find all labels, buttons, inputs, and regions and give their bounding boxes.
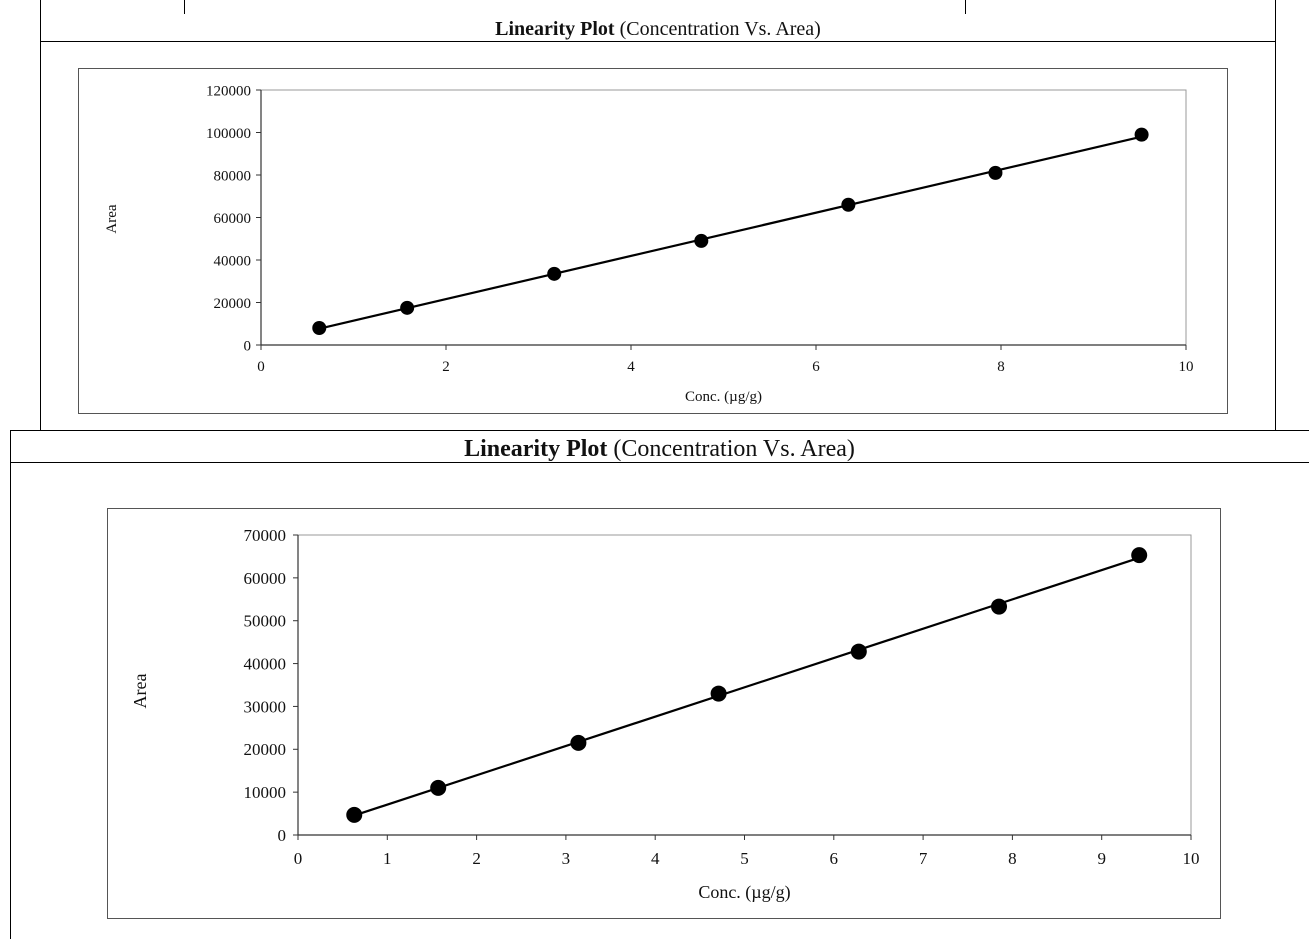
data-point: [841, 197, 856, 212]
chart-1-title-bold: Linearity Plot: [495, 18, 615, 40]
x-tick-label: 2: [472, 849, 481, 868]
data-point: [710, 685, 727, 702]
x-tick-label: 4: [651, 849, 660, 868]
chart-1-title-rest: (Concentration Vs. Area): [614, 18, 821, 40]
data-point: [850, 643, 867, 660]
linearity-panel-1: Linearity Plot (Concentration Vs. Area) …: [0, 0, 1309, 430]
data-point: [570, 734, 587, 751]
table-column-divider: [184, 0, 185, 14]
y-axis-label: Area: [104, 204, 120, 233]
chart-1-title: Linearity Plot (Concentration Vs. Area): [40, 17, 1276, 41]
title-underline: [10, 462, 1309, 463]
x-tick-label: 2: [442, 359, 450, 375]
trendline: [319, 135, 1142, 330]
y-tick-label: 80000: [214, 168, 252, 184]
y-tick-label: 100000: [206, 126, 251, 142]
x-tick-label: 1: [383, 849, 392, 868]
x-tick-label: 10: [1179, 359, 1194, 375]
x-tick-label: 6: [812, 359, 820, 375]
trendline: [353, 556, 1140, 817]
y-tick-label: 0: [278, 826, 287, 845]
data-point: [991, 598, 1008, 615]
data-point: [988, 165, 1003, 180]
y-tick-label: 20000: [214, 296, 252, 312]
chart-2-title: Linearity Plot (Concentration Vs. Area): [10, 435, 1309, 463]
data-point: [346, 806, 363, 823]
y-tick-label: 20000: [244, 740, 287, 759]
data-point: [312, 321, 327, 335]
y-axis-label: Area: [130, 674, 150, 709]
y-tick-label: 50000: [244, 612, 287, 631]
x-tick-label: 0: [257, 359, 265, 375]
x-tick-label: 6: [830, 849, 839, 868]
table-border-top: [10, 430, 1309, 431]
table-border-left: [10, 430, 11, 939]
chart-1-frame: 0 20000 40000 60000 80000 100000 120000 0 2 4 6 8 10…: [78, 68, 1228, 414]
y-tick-label: 60000: [244, 569, 287, 588]
x-tick-label: 9: [1097, 849, 1106, 868]
x-tick-label: 7: [919, 849, 928, 868]
table-border-left: [40, 0, 41, 430]
data-point: [400, 300, 415, 315]
data-point: [694, 233, 709, 248]
x-tick-label: 8: [1008, 849, 1017, 868]
data-point: [547, 266, 562, 281]
x-tick-label: 4: [627, 359, 635, 375]
y-tick-label: 10000: [244, 783, 287, 802]
data-point: [430, 779, 447, 796]
table-column-divider: [965, 0, 966, 14]
y-tick-label: 120000: [206, 83, 251, 99]
data-point: [1134, 127, 1149, 142]
x-tick-label: 5: [740, 849, 749, 868]
y-tick-label: 60000: [214, 211, 252, 227]
x-tick-label: 10: [1183, 849, 1200, 868]
y-tick-label: 40000: [214, 253, 252, 269]
title-underline: [40, 41, 1276, 42]
chart-1-plot: 0 20000 40000 60000 80000 100000 120000 0 2 4 6 8 10…: [104, 83, 1194, 405]
chart-2-title-bold: Linearity Plot: [464, 436, 608, 462]
x-axis-label: Conc. (µg/g): [698, 882, 790, 903]
table-border-right: [1275, 0, 1276, 430]
y-tick-label: 0: [244, 338, 252, 354]
chart-2-frame: 0 10000 20000 30000 40000 50000 60000 70000 0 1 2 3…: [107, 508, 1221, 919]
x-tick-label: 3: [562, 849, 571, 868]
y-tick-label: 40000: [244, 655, 287, 674]
x-tick-label: 8: [997, 359, 1005, 375]
chart-2-title-rest: (Concentration Vs. Area): [607, 436, 855, 462]
data-point: [1131, 547, 1148, 564]
x-axis-label: Conc. (µg/g): [685, 389, 762, 405]
linearity-panel-2: Linearity Plot (Concentration Vs. Area) …: [0, 430, 1309, 939]
x-tick-label: 0: [294, 849, 303, 868]
y-tick-label: 30000: [244, 697, 287, 716]
y-tick-label: 70000: [244, 526, 287, 545]
plot-area-border: [260, 89, 1187, 346]
chart-2-plot: 0 10000 20000 30000 40000 50000 60000 70000 0 1 2 3…: [130, 526, 1200, 903]
